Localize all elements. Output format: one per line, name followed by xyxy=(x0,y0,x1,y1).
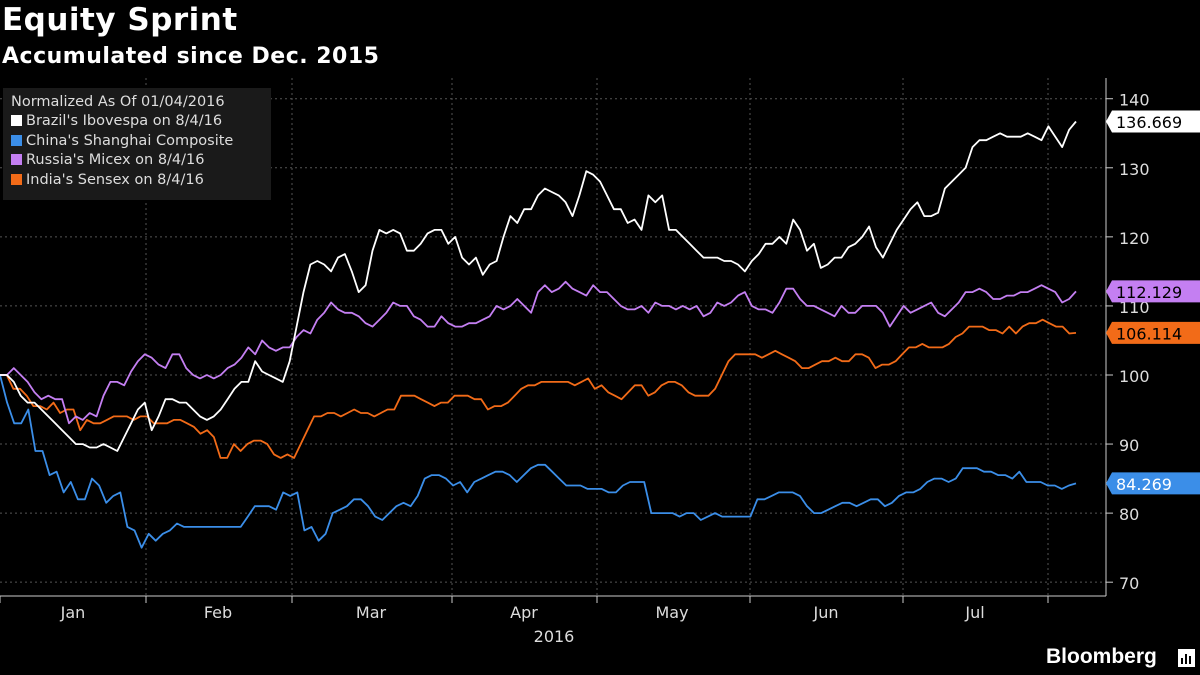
series-line-china xyxy=(0,374,1077,549)
chart-title: Equity Sprint xyxy=(2,2,238,38)
y-tick-label-3: 100 xyxy=(1119,367,1150,386)
x-tick-label-jan: Jan xyxy=(60,603,86,622)
end-label-china: 84.269 xyxy=(1106,472,1200,495)
end-labels: 136.669 84.269 112.129 106.114 xyxy=(1106,110,1200,495)
axes: 70 80 90 100 110 120 130 140 Jan Feb Mar Apr May Jun J… xyxy=(0,78,1150,646)
legend-title: Normalized As Of 01/04/2016 xyxy=(11,94,225,110)
series-lines xyxy=(0,120,1077,549)
end-label-box-india xyxy=(1106,321,1200,344)
end-label-box-china xyxy=(1106,472,1200,495)
end-label-india: 106.114 xyxy=(1106,321,1200,344)
y-tick-label-5: 120 xyxy=(1119,229,1150,248)
legend: Normalized As Of 01/04/2016 Brazil's Ibo… xyxy=(3,88,271,200)
y-tick-label-1: 80 xyxy=(1119,505,1139,524)
y-tick-label-7: 140 xyxy=(1119,91,1150,110)
y-tick-label-0: 70 xyxy=(1119,574,1139,593)
end-label-box-russia xyxy=(1106,280,1200,303)
y-tick-label-2: 90 xyxy=(1119,436,1139,455)
legend-swatch-russia xyxy=(11,154,22,165)
end-label-russia: 112.129 xyxy=(1106,280,1200,303)
legend-swatch-china xyxy=(11,134,22,146)
legend-item-india: India's Sensex on 8/4/16 xyxy=(11,171,271,191)
x-tick-label-apr: Apr xyxy=(510,603,538,622)
legend-swatch-brazil xyxy=(11,115,22,126)
y-tick-label-4: 110 xyxy=(1119,298,1150,317)
bloomberg-terminal-icon xyxy=(1178,649,1195,667)
y-tick-label-6: 130 xyxy=(1119,160,1150,179)
x-tick-label-jul: Jul xyxy=(964,603,984,622)
x-year-label: 2016 xyxy=(534,627,575,646)
end-label-box-brazil xyxy=(1106,110,1200,133)
legend-label-india: India's Sensex on 8/4/16 xyxy=(26,171,204,188)
x-tick-label-mar: Mar xyxy=(356,603,387,622)
grid-lines xyxy=(0,78,1106,596)
series-line-russia xyxy=(0,280,1077,425)
series-line-india xyxy=(0,318,1077,459)
legend-label-russia: Russia's Micex on 8/4/16 xyxy=(26,152,205,168)
end-label-text-india: 106.114 xyxy=(1116,324,1182,343)
end-label-brazil: 136.669 xyxy=(1106,110,1200,133)
x-tick-label-may: May xyxy=(655,603,688,622)
legend-label-brazil: Brazil's Ibovespa on 8/4/16 xyxy=(26,113,223,129)
chart-subtitle: Accumulated since Dec. 2015 xyxy=(2,44,380,69)
bloomberg-logo-text: Bloomberg xyxy=(1046,645,1157,668)
x-tick-label-feb: Feb xyxy=(204,603,232,622)
x-tick-label-jun: Jun xyxy=(813,603,839,622)
legend-item-brazil: Brazil's Ibovespa on 8/4/16 xyxy=(11,112,271,132)
end-label-text-china: 84.269 xyxy=(1116,475,1172,494)
end-label-text-brazil: 136.669 xyxy=(1116,113,1182,132)
end-label-text-russia: 112.129 xyxy=(1116,283,1182,302)
legend-label-china: China's Shanghai Composite xyxy=(26,132,234,149)
legend-item-china: China's Shanghai Composite xyxy=(11,132,271,152)
legend-swatch-india xyxy=(11,173,22,185)
legend-item-russia: Russia's Micex on 8/4/16 xyxy=(11,151,271,171)
series-line-brazil xyxy=(0,120,1077,452)
